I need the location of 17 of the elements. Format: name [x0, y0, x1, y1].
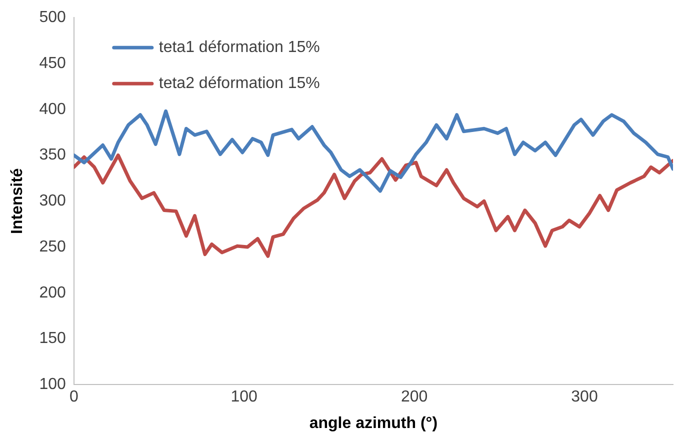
x-tick-label: 0	[69, 388, 78, 406]
x-axis-title: angle azimuth (°)	[309, 414, 438, 432]
legend-label: teta1 déformation 15%	[158, 39, 320, 56]
y-tick-label: 150	[39, 330, 66, 348]
x-tick-label: 300	[571, 388, 598, 406]
y-tick-label: 450	[39, 54, 66, 72]
y-tick-label: 250	[39, 238, 66, 256]
y-tick-label: 500	[39, 9, 66, 26]
y-tick-label: 100	[39, 376, 66, 394]
y-tick-label: 400	[39, 100, 66, 118]
y-tick-label: 300	[39, 192, 66, 210]
x-tick-label: 200	[400, 388, 428, 406]
x-tick-label: 100	[230, 388, 258, 406]
y-axis-title: Intensité	[9, 168, 26, 234]
y-tick-label: 350	[39, 146, 66, 164]
y-tick-label: 200	[39, 284, 66, 302]
legend-label: teta2 déformation 15%	[158, 75, 320, 92]
